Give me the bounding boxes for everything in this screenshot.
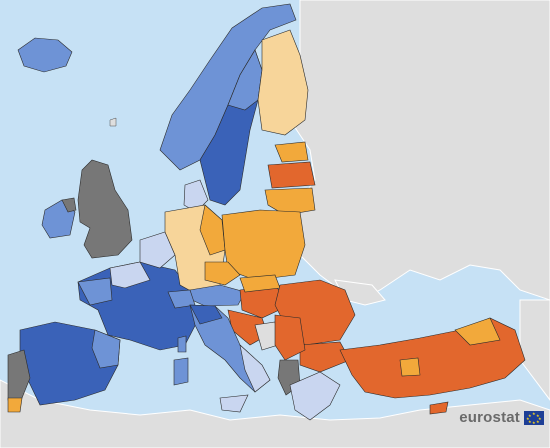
region-spain-east: [91, 329, 121, 369]
region-sicily: [219, 394, 249, 413]
region-portugal-south: [7, 397, 23, 413]
region-italy-north: [189, 304, 223, 325]
region-bulgaria: [299, 341, 351, 373]
region-latvia: [267, 161, 316, 189]
region-france-north: [109, 261, 151, 289]
region-cyprus: [429, 401, 449, 415]
region-benelux: [139, 231, 176, 269]
region-serbia: [274, 314, 306, 361]
eu-flag-icon: ★ ★ ★ ★ ★ ★ ★ ★: [524, 410, 544, 425]
region-turkey-center: [399, 357, 421, 377]
eurostat-logo: eurostat ★ ★ ★ ★ ★ ★ ★ ★: [459, 409, 544, 426]
region-italy-south: [239, 344, 271, 393]
region-portugal: [7, 349, 31, 401]
region-poland: [221, 209, 306, 281]
region-germany-east: [199, 204, 226, 256]
region-czechia: [204, 261, 241, 286]
region-finland: [257, 29, 309, 136]
region-estonia: [274, 141, 309, 163]
logo-text: eurostat: [459, 409, 520, 426]
region-turkey-west: [454, 317, 501, 346]
region-northern-ireland: [61, 197, 77, 213]
region-greece: [289, 371, 341, 421]
region-faroe: [109, 117, 117, 127]
region-uk: [77, 159, 133, 259]
region-france-west: [77, 277, 113, 306]
region-corsica: [177, 335, 187, 353]
region-iceland: [17, 37, 73, 73]
region-sardinia: [173, 357, 189, 386]
